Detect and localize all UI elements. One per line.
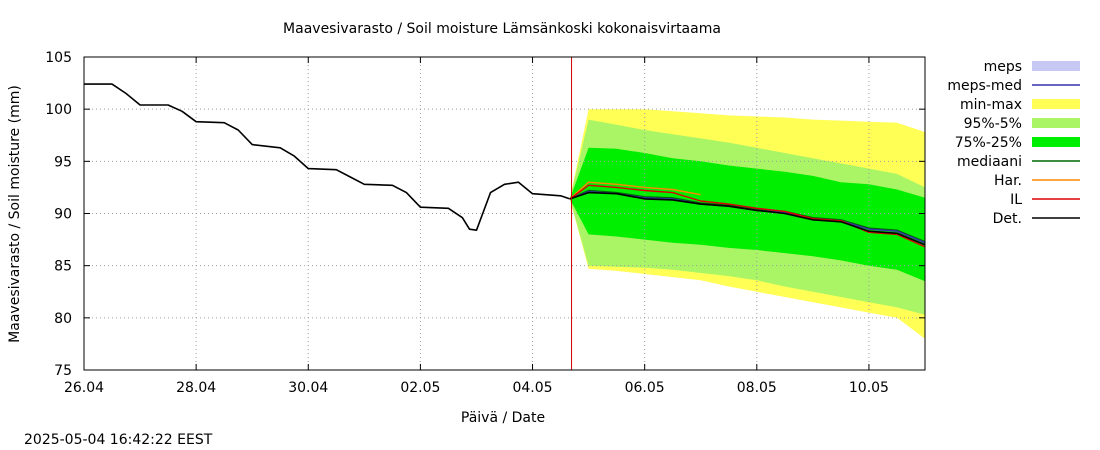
- x-tick-label: 28.04: [176, 380, 216, 396]
- axis-ticks: 75 80 85 90 95 100 105 26.04 28.04 30.04 02.05 04.0…: [45, 50, 925, 396]
- legend-swatch-box: [1032, 118, 1080, 128]
- x-tick-label: 06.05: [625, 380, 665, 396]
- x-tick-label: 02.05: [400, 380, 440, 396]
- chart-title: Maavesivarasto / Soil moisture Lämsänkos…: [283, 21, 721, 37]
- legend-label: min-max: [960, 97, 1022, 113]
- y-tick-label: 80: [54, 311, 72, 327]
- series-lines: [84, 83, 926, 248]
- x-tick-label: 10.05: [849, 380, 889, 396]
- legend-swatch-box: [1032, 61, 1080, 71]
- footer-timestamp: 2025-05-04 16:42:22 EEST: [24, 432, 213, 448]
- y-tick-label: 75: [54, 363, 72, 379]
- legend: meps meps-med min-max 95%-5% 75%-25% mediaani…: [947, 59, 1080, 227]
- x-tick-label: 30.04: [288, 380, 328, 396]
- y-tick-label: 100: [45, 102, 72, 118]
- legend-label: mediaani: [957, 154, 1022, 170]
- legend-label: IL: [1010, 192, 1022, 208]
- x-axis-label: Päivä / Date: [461, 410, 545, 426]
- y-tick-label: 95: [54, 154, 72, 170]
- y-tick-label: 105: [45, 50, 72, 66]
- series-line-Har.: [569, 181, 701, 200]
- series-line-observed: [84, 83, 571, 231]
- y-tick-label: 90: [54, 207, 72, 223]
- y-tick-label: 85: [54, 259, 72, 275]
- forecast-bands: [569, 109, 925, 339]
- series-line-Det.: [569, 191, 926, 246]
- grid: [84, 57, 925, 370]
- band-75%-25%: [569, 147, 925, 282]
- x-tick-label: 04.05: [512, 380, 552, 396]
- legend-label: 95%-5%: [964, 116, 1022, 132]
- x-tick-label: 26.04: [64, 380, 104, 396]
- legend-swatch-box: [1032, 137, 1080, 147]
- legend-label: Har.: [994, 173, 1022, 189]
- y-axis-label: Maavesivarasto / Soil moisture (mm): [7, 85, 23, 343]
- legend-label: 75%-25%: [955, 135, 1022, 151]
- legend-label: Det.: [993, 211, 1022, 227]
- legend-label: meps: [984, 59, 1022, 75]
- legend-swatch-box: [1032, 99, 1080, 109]
- x-tick-label: 08.05: [737, 380, 777, 396]
- legend-label: meps-med: [947, 78, 1022, 94]
- series-line-mediaani: [569, 189, 926, 243]
